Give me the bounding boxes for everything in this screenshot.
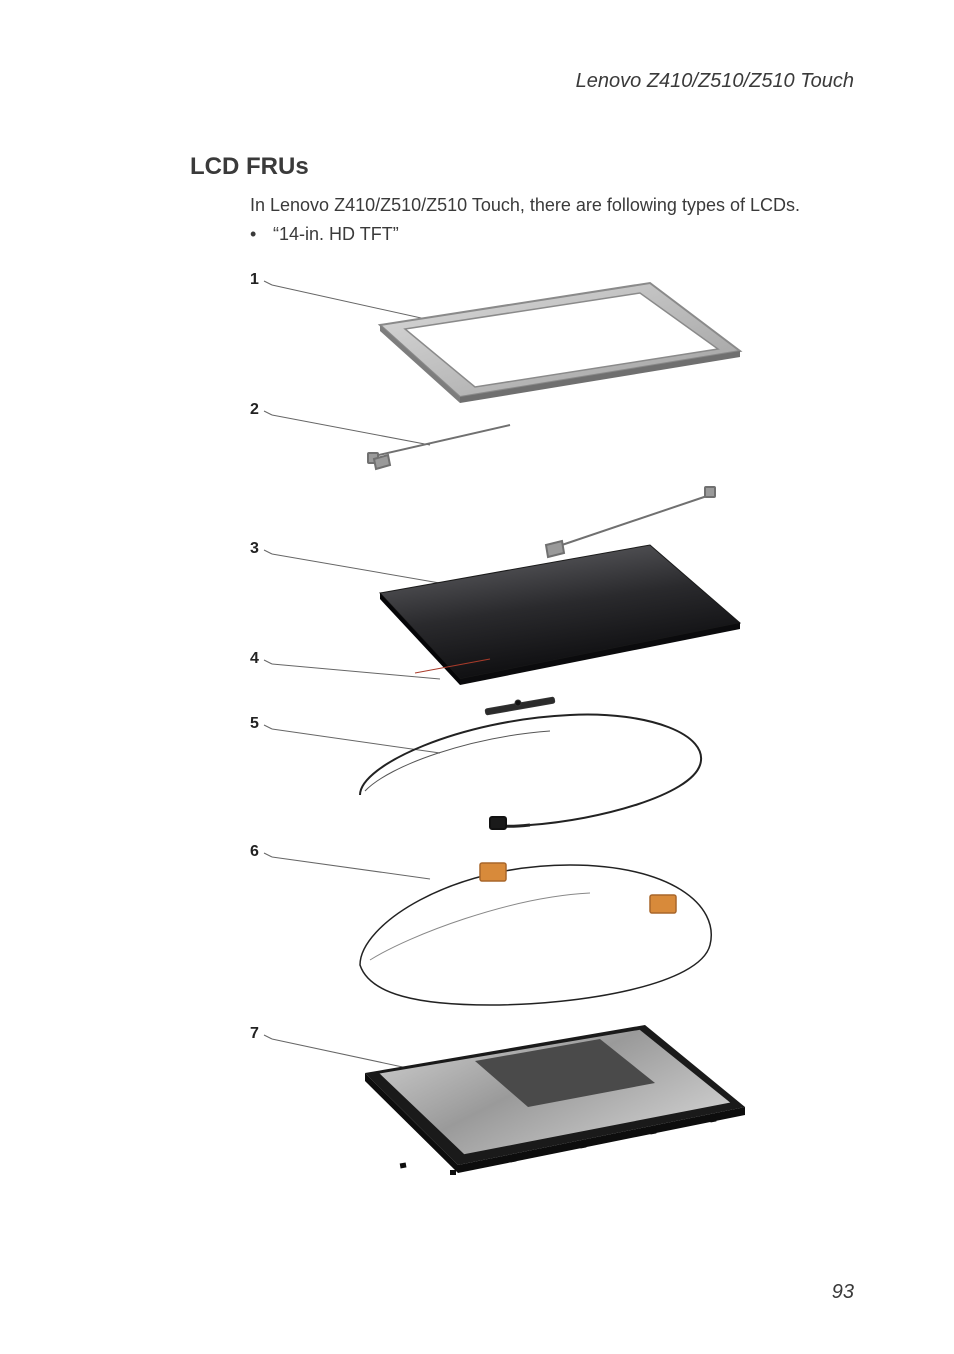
exploded-diagram: 1 2 3 4 5 6 7 — [250, 265, 770, 1185]
page: Lenovo Z410/Z510/Z510 Touch LCD FRUs In … — [0, 0, 954, 1354]
part-hinge-left — [368, 425, 510, 469]
section-heading: LCD FRUs — [190, 153, 864, 181]
bullet-dot-icon: • — [250, 224, 268, 245]
part-hinge-right — [546, 487, 715, 557]
page-number: 93 — [832, 1281, 854, 1304]
part-lcd-cable — [360, 715, 701, 829]
part-bezel — [380, 283, 740, 403]
part-antenna — [360, 863, 711, 1005]
intro-text: In Lenovo Z410/Z510/Z510 Touch, there ar… — [250, 195, 864, 216]
diagram-svg — [250, 265, 770, 1185]
part-camera-module — [485, 697, 555, 715]
part-rear-cover — [365, 1025, 745, 1175]
bullet-row: • “14-in. HD TFT” — [250, 224, 864, 245]
header-model-title: Lenovo Z410/Z510/Z510 Touch — [90, 70, 854, 93]
bullet-text: “14-in. HD TFT” — [273, 224, 399, 244]
part-lcd-panel — [380, 545, 740, 685]
